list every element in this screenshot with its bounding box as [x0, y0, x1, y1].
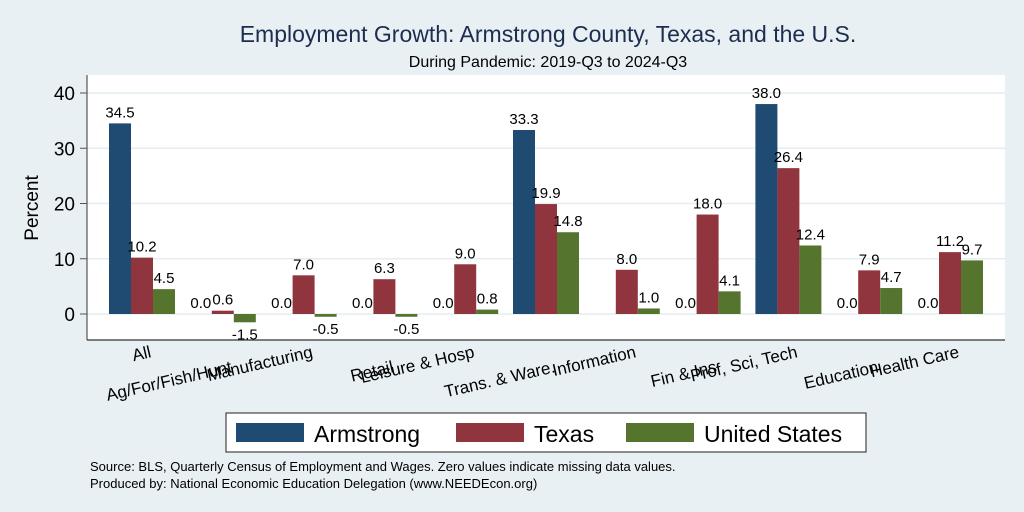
chart-subtitle: During Pandemic: 2019-Q3 to 2024-Q3: [409, 54, 687, 71]
data-label: 4.7: [881, 269, 902, 286]
data-label: 4.5: [154, 270, 175, 287]
bar-united-states: [880, 288, 903, 314]
producer-note: Produced by: National Economic Education…: [90, 476, 537, 491]
data-label: 8.0: [616, 251, 637, 268]
legend-swatch: [626, 423, 694, 442]
data-label: 7.9: [859, 251, 880, 268]
data-label: -0.5: [393, 321, 419, 338]
data-label: 38.0: [752, 85, 781, 102]
chart-title: Employment Growth: Armstrong County, Tex…: [240, 21, 857, 47]
legend-label: United States: [704, 421, 842, 447]
data-label: 0.0: [675, 295, 696, 312]
category-label: All: [130, 342, 153, 365]
bar-texas: [777, 168, 800, 314]
bar-armstrong: [109, 123, 131, 314]
y-tick-label: 20: [54, 195, 75, 216]
data-label: 26.4: [774, 149, 803, 166]
data-label: 18.0: [693, 196, 722, 213]
data-label: 0.0: [918, 295, 939, 312]
bar-united-states: [153, 289, 175, 314]
data-label: -0.5: [313, 321, 339, 338]
data-label: 0.0: [271, 295, 292, 312]
bar-united-states: [233, 314, 256, 323]
y-axis-title: Percent: [22, 175, 43, 241]
data-label: 0.6: [212, 292, 233, 309]
category-label: Health Care: [868, 342, 961, 381]
data-labels: 34.510.24.50.0 0.6-1.50.07.0-0.50.06.3-0.…: [105, 85, 982, 343]
data-label: 9.0: [455, 245, 476, 262]
data-label: 0.0: [837, 295, 858, 312]
data-label: 33.3: [509, 111, 538, 128]
data-label: 7.0: [293, 256, 314, 273]
data-label: 11.2: [936, 233, 964, 250]
data-label: 19.9: [531, 185, 560, 202]
bar-united-states: [799, 245, 822, 314]
category-label: Information: [551, 342, 638, 380]
bar-armstrong: [755, 104, 778, 314]
category-label: Manufacturing: [205, 342, 314, 385]
data-label: 1.0: [638, 289, 659, 306]
legend-label: Texas: [534, 421, 594, 447]
data-label: 0.8: [477, 291, 498, 308]
y-axis-ticks: 0 10 20 30 40: [54, 84, 87, 326]
bar-united-states: [476, 309, 499, 314]
category-label: Prof, Sci, Tech: [689, 342, 800, 385]
bar-texas: [939, 252, 961, 314]
source-note: Source: BLS, Quarterly Census of Employm…: [90, 459, 676, 474]
data-label: 4.1: [719, 272, 740, 289]
bar-texas: [454, 264, 477, 314]
data-label: 12.4: [796, 226, 825, 243]
y-tick-label: 40: [54, 84, 75, 105]
bar-united-states: [557, 232, 579, 314]
bar-texas: [858, 270, 881, 314]
y-tick-label: 10: [54, 250, 75, 271]
legend: Armstrong Texas United States: [225, 412, 867, 453]
legend-swatch: [236, 423, 304, 442]
bar-united-states: [314, 314, 337, 317]
bar-texas: [131, 257, 153, 314]
y-tick-label: 30: [54, 139, 75, 160]
bars: [109, 104, 983, 323]
legend-label: Armstrong: [314, 421, 420, 447]
data-label: 0.0: [433, 295, 454, 312]
data-label: 9.7: [962, 241, 983, 258]
bar-texas: [373, 279, 396, 314]
bar-texas: [696, 214, 719, 314]
bar-texas: [211, 310, 234, 314]
y-tick-label: 0: [64, 305, 75, 326]
legend-swatch: [456, 423, 524, 442]
bar-united-states: [718, 291, 741, 314]
data-label: 14.8: [553, 213, 582, 230]
data-label: 0.0: [190, 295, 211, 312]
bar-united-states: [961, 260, 983, 314]
data-label: 34.5: [105, 104, 134, 121]
data-label: -1.5: [232, 326, 258, 343]
bar-texas: [535, 204, 557, 314]
data-label: 0.0: [352, 295, 373, 312]
bar-united-states: [637, 308, 660, 314]
bar-texas: [292, 275, 315, 314]
data-label: 6.3: [374, 260, 395, 277]
bar-united-states: [395, 314, 418, 317]
bar-armstrong: [513, 130, 535, 314]
data-label: 10.2: [127, 239, 156, 256]
legend-box: [225, 412, 867, 453]
bar-texas: [615, 269, 638, 314]
